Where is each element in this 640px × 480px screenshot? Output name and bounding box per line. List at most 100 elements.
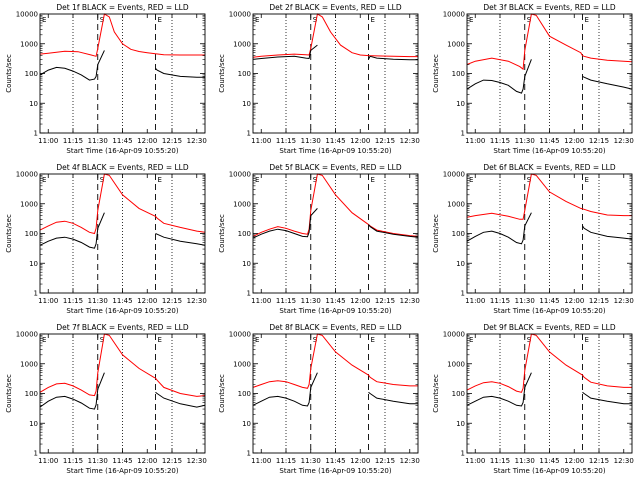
y-tick-label: 10	[456, 420, 465, 428]
y-axis-label: Counts/sec	[432, 374, 440, 413]
det-panel-9: Det 9f BLACK = Events, RED = LLD Counts/s…	[427, 320, 640, 480]
series-events-line	[252, 372, 418, 407]
series-lld-line	[252, 13, 418, 58]
x-axis-label: Start Time (16-Apr-09 10:55:20)	[279, 147, 391, 155]
x-tick-label: 12:30	[187, 137, 207, 145]
y-tick-label: 100	[452, 230, 465, 238]
y-axis-label: Counts/sec	[5, 374, 13, 413]
x-tick-label: 11:30	[301, 297, 321, 305]
det-chart-6: Det 6f BLACK = Events, RED = LLD Counts/s…	[432, 163, 634, 315]
x-tick-label: 12:30	[400, 137, 420, 145]
x-tick-label: 11:45	[325, 297, 345, 305]
event-marker-e: E	[42, 176, 46, 184]
series-lld-line	[39, 13, 205, 57]
event-marker-s: S	[527, 16, 532, 24]
x-tick-label: 11:15	[63, 457, 83, 465]
x-tick-label: 11:00	[465, 457, 485, 465]
y-tick-label: 100	[238, 230, 251, 238]
y-tick-label: 10	[29, 100, 38, 108]
y-tick-label: 10	[242, 420, 251, 428]
y-tick-label: 1000	[233, 40, 251, 48]
y-tick-label: 100	[452, 70, 465, 78]
x-axis-label: Start Time (16-Apr-09 10:55:20)	[66, 467, 178, 475]
y-tick-label: 10	[456, 260, 465, 268]
x-axis-label: Start Time (16-Apr-09 10:55:20)	[66, 147, 178, 155]
event-marker-s: S	[100, 336, 105, 344]
x-tick-label: 11:30	[515, 457, 535, 465]
series-events-line	[39, 212, 206, 249]
event-marker-s: S	[313, 336, 318, 344]
det-chart-5: Det 5f BLACK = Events, RED = LLD Counts/s…	[218, 163, 420, 315]
event-marker-e: E	[585, 16, 589, 24]
event-marker-s: S	[100, 176, 105, 184]
y-tick-label: 10000	[229, 331, 251, 339]
y-tick-label: 100	[452, 390, 465, 398]
det-chart-2: Det 2f BLACK = Events, RED = LLD Counts/s…	[218, 3, 420, 155]
event-marker-e: E	[585, 336, 589, 344]
y-tick-label: 10000	[16, 331, 38, 339]
event-marker-s: S	[527, 176, 532, 184]
y-tick-label: 1000	[20, 360, 38, 368]
event-marker-e: E	[469, 176, 473, 184]
x-tick-label: 12:30	[614, 457, 634, 465]
series-lld-line	[466, 173, 632, 220]
x-tick-label: 12:30	[187, 457, 207, 465]
chart-title: Det 3f BLACK = Events, RED = LLD	[483, 3, 616, 12]
x-tick-label: 12:00	[137, 297, 157, 305]
x-tick-label: 12:30	[614, 297, 634, 305]
det-chart-8: Det 8f BLACK = Events, RED = LLD Counts/s…	[218, 323, 420, 475]
det-chart-4: Det 4f BLACK = Events, RED = LLD Counts/s…	[5, 163, 207, 315]
x-tick-label: 11:00	[251, 297, 271, 305]
y-tick-label: 1	[247, 290, 251, 298]
x-tick-label: 12:15	[375, 457, 395, 465]
det-panel-2: Det 2f BLACK = Events, RED = LLD Counts/s…	[213, 0, 426, 160]
x-tick-label: 12:15	[375, 137, 395, 145]
y-tick-label: 1	[247, 450, 251, 458]
y-tick-label: 1000	[20, 200, 38, 208]
x-tick-label: 12:00	[137, 137, 157, 145]
x-tick-label: 11:00	[251, 457, 271, 465]
y-axis-label: Counts/sec	[218, 54, 226, 93]
event-marker-e: E	[371, 176, 375, 184]
y-axis-label: Counts/sec	[432, 54, 440, 93]
chart-title: Det 8f BLACK = Events, RED = LLD	[269, 323, 402, 332]
x-tick-label: 12:00	[564, 297, 584, 305]
event-marker-s: S	[313, 176, 318, 184]
x-tick-label: 12:15	[589, 297, 609, 305]
x-tick-label: 11:45	[112, 137, 132, 145]
det-panel-4: Det 4f BLACK = Events, RED = LLD Counts/s…	[0, 160, 213, 320]
chart-title: Det 6f BLACK = Events, RED = LLD	[483, 163, 616, 172]
y-tick-label: 10000	[443, 331, 465, 339]
x-tick-label: 12:15	[375, 297, 395, 305]
y-axis-label: Counts/sec	[5, 214, 13, 253]
x-tick-label: 12:00	[564, 137, 584, 145]
x-tick-label: 12:15	[589, 137, 609, 145]
y-tick-label: 10000	[229, 171, 251, 179]
x-tick-label: 11:45	[539, 297, 559, 305]
x-tick-label: 11:30	[301, 137, 321, 145]
x-tick-label: 11:00	[465, 297, 485, 305]
x-tick-label: 12:00	[350, 457, 370, 465]
x-tick-label: 11:15	[276, 137, 296, 145]
event-marker-e: E	[158, 336, 162, 344]
x-tick-label: 12:00	[350, 297, 370, 305]
y-tick-label: 10	[242, 100, 251, 108]
y-tick-label: 1	[461, 450, 465, 458]
chart-title: Det 5f BLACK = Events, RED = LLD	[269, 163, 402, 172]
event-marker-e: E	[255, 16, 259, 24]
det-chart-3: Det 3f BLACK = Events, RED = LLD Counts/s…	[432, 3, 634, 155]
event-marker-e: E	[255, 176, 259, 184]
event-marker-e: E	[42, 16, 46, 24]
event-marker-e: E	[371, 336, 375, 344]
y-tick-label: 1000	[233, 200, 251, 208]
plot-frame	[466, 13, 633, 134]
series-events-line	[39, 372, 206, 410]
det-panel-7: Det 7f BLACK = Events, RED = LLD Counts/s…	[0, 320, 213, 480]
x-tick-label: 12:15	[589, 457, 609, 465]
event-marker-e: E	[585, 176, 589, 184]
event-marker-e: E	[255, 336, 259, 344]
x-tick-label: 12:30	[400, 297, 420, 305]
y-tick-label: 1	[34, 450, 38, 458]
x-tick-label: 11:30	[88, 457, 108, 465]
x-tick-label: 11:30	[88, 137, 108, 145]
